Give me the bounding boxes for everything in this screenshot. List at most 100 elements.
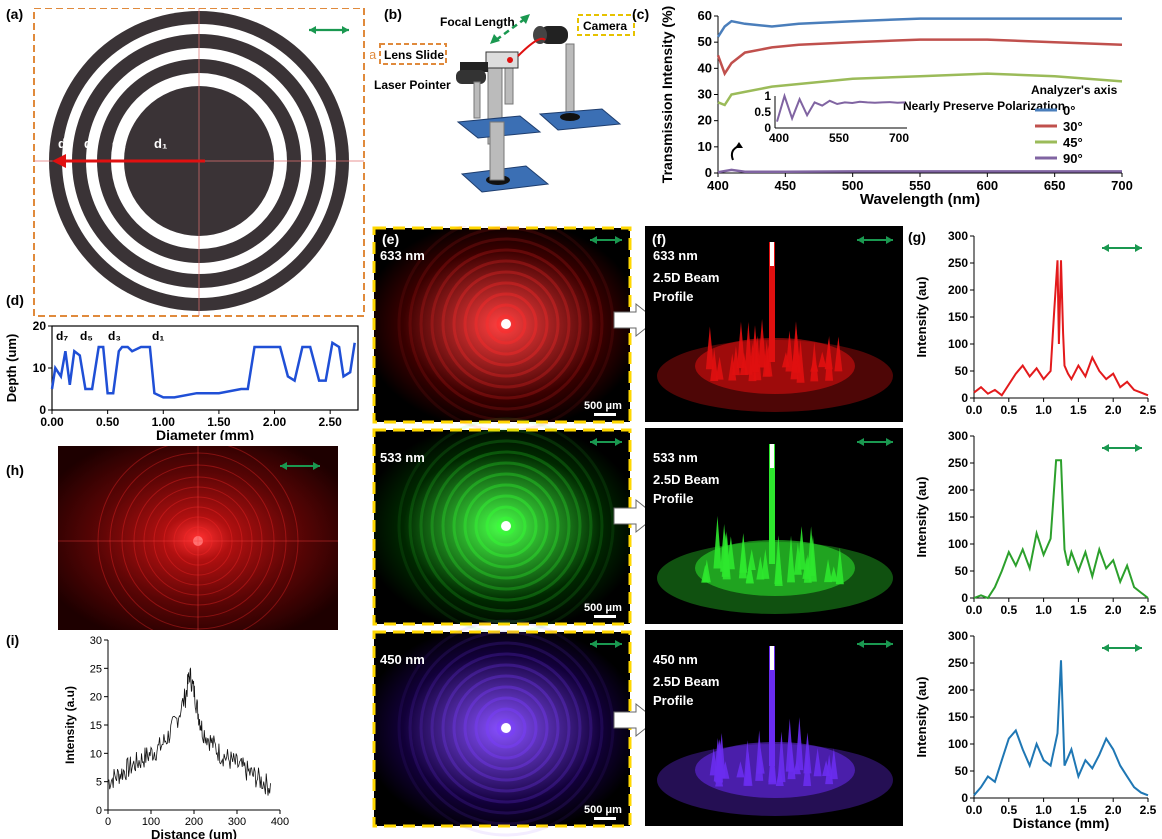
c-xtick-label: 450 <box>774 178 796 193</box>
chart-c-legend-entry-1: 30° <box>1063 119 1083 134</box>
g-633-xtick-label: 1.0 <box>1035 403 1052 417</box>
panel-f-label: (f) <box>652 231 666 247</box>
beam-ring <box>408 428 604 624</box>
profile-spike <box>731 346 740 376</box>
i-xtick-label: 300 <box>228 816 246 828</box>
profile-spike <box>810 341 819 382</box>
ring-label-d3: d₃ <box>112 136 126 151</box>
g-450-ytick-label: 300 <box>948 629 968 643</box>
c-ytick-label: 20 <box>698 113 712 128</box>
profile-spike <box>808 534 817 582</box>
panel-d-label: (d) <box>6 292 24 308</box>
g-633-ylabel: Intensity (au) <box>914 277 929 358</box>
panel-h-far-field-image <box>58 446 338 630</box>
chart-c-legend-entry-2: 45° <box>1063 135 1083 150</box>
chart-c-inset-xtick: 400 <box>769 131 789 145</box>
profile-peak-top <box>770 242 774 266</box>
c-xtick-label: 550 <box>909 178 931 193</box>
g-450-xtick-label: 1.5 <box>1070 803 1087 817</box>
c-xlabel: Wavelength (nm) <box>860 191 980 208</box>
d-xtick-label: 1.50 <box>207 415 231 429</box>
beam-scale-bar <box>594 817 616 820</box>
beam-ring <box>441 259 571 389</box>
chart-c-inset-xtick: 550 <box>829 131 849 145</box>
profile-spike <box>762 341 771 377</box>
g-633-ytick-label: 100 <box>948 337 968 351</box>
g-633-xtick-label: 2.0 <box>1105 403 1122 417</box>
polarization-arrowhead <box>857 236 864 244</box>
g-533-xtick-label: 1.5 <box>1070 603 1087 617</box>
polarization-arrowhead <box>1102 244 1109 252</box>
profile-spike <box>835 547 844 585</box>
g-450-ytick-label: 150 <box>948 710 968 724</box>
profile-spike <box>824 338 833 370</box>
g-533-xtick-label: 0.5 <box>1000 603 1017 617</box>
g-533-ytick-label: 100 <box>948 537 968 551</box>
profile-spike <box>744 751 753 786</box>
panel-h-label: (h) <box>6 462 24 478</box>
profile-spike <box>818 351 827 368</box>
d-xtick-label: 2.00 <box>263 415 287 429</box>
radius-arrowhead <box>52 154 66 168</box>
profile-spike <box>793 542 802 575</box>
profile-spike <box>722 531 731 580</box>
chart-c-inset-xtick: 700 <box>889 131 909 145</box>
profile-spike <box>787 535 796 583</box>
profile-spike <box>803 732 812 774</box>
focal-length-label: Focal Length <box>440 15 515 29</box>
c-series-0-line <box>716 17 1122 38</box>
g-533-xtick-label: 2.5 <box>1140 603 1157 617</box>
g-533-xtick-label: 2.0 <box>1105 603 1122 617</box>
profile-spike <box>829 748 838 780</box>
beam-ring <box>441 461 571 591</box>
profile-label-line1: 2.5D Beam <box>653 270 719 285</box>
c-xtick-label: 650 <box>1044 178 1066 193</box>
g-533-series-0-line <box>973 459 1149 600</box>
i-ytick-label: 15 <box>90 720 102 732</box>
polarization-arrowhead <box>1102 444 1109 452</box>
g-633-ytick-label: 50 <box>955 364 969 378</box>
g-450-ytick-label: 100 <box>948 737 968 751</box>
d-ytick-label: 0 <box>39 403 46 417</box>
i-ylabel: Intensity (a.u) <box>63 686 77 764</box>
profile-spike <box>715 356 724 380</box>
chart-d-ring-d3: d₃ <box>108 329 121 343</box>
beam-scale-label: 500 μm <box>584 400 622 412</box>
beam-ring <box>452 270 560 378</box>
profile-label-line2: Profile <box>653 491 693 506</box>
g-450-xtick-label: 2.5 <box>1140 803 1157 817</box>
i-ytick-label: 0 <box>96 805 102 817</box>
camera-box <box>577 14 635 36</box>
panel-f-3d-profiles: 633 nm 2.5D Beam Profile 533 nm 2.5D Beam Pro… <box>645 226 903 826</box>
beam-wavelength-label: 633 nm <box>380 248 425 263</box>
profile-peak-top <box>770 444 774 468</box>
g-533-ytick-label: 50 <box>955 564 969 578</box>
profile-central-peak <box>769 444 775 564</box>
profile-spike <box>790 346 799 380</box>
panel-a-rings-image: d₇ d₅ d₃ d₁ <box>33 8 365 317</box>
g-450-ytick-label: 50 <box>955 764 969 778</box>
i-ytick-label: 25 <box>90 663 102 675</box>
g-450-series-0-line <box>973 660 1149 797</box>
d-plot-frame <box>51 325 359 411</box>
beam-ring <box>408 630 604 826</box>
polarization-arrowhead <box>615 640 622 648</box>
c-xtick-label: 600 <box>976 178 998 193</box>
i-ytick-label: 30 <box>90 635 102 647</box>
beam-ring <box>485 303 527 345</box>
g-633-ytick-label: 150 <box>948 310 968 324</box>
beam-ring <box>419 439 593 613</box>
beam-wavelength-label: 533 nm <box>380 450 425 465</box>
beam-ring <box>430 450 582 602</box>
profile-wavelength-label: 450 nm <box>653 652 698 667</box>
chart-d-ring-d5: d₅ <box>80 329 93 343</box>
profile-spike <box>710 348 719 382</box>
g-633-ytick-label: 300 <box>948 229 968 243</box>
profile-spike <box>781 351 790 368</box>
polarization-arrowhead <box>1135 444 1142 452</box>
beam-scale-bar <box>594 413 616 416</box>
g-450-xtick-label: 0.5 <box>1000 803 1017 817</box>
c-xtick-label: 400 <box>707 178 729 193</box>
lens-marker: a <box>370 47 377 62</box>
i-ytick-label: 20 <box>90 692 102 704</box>
